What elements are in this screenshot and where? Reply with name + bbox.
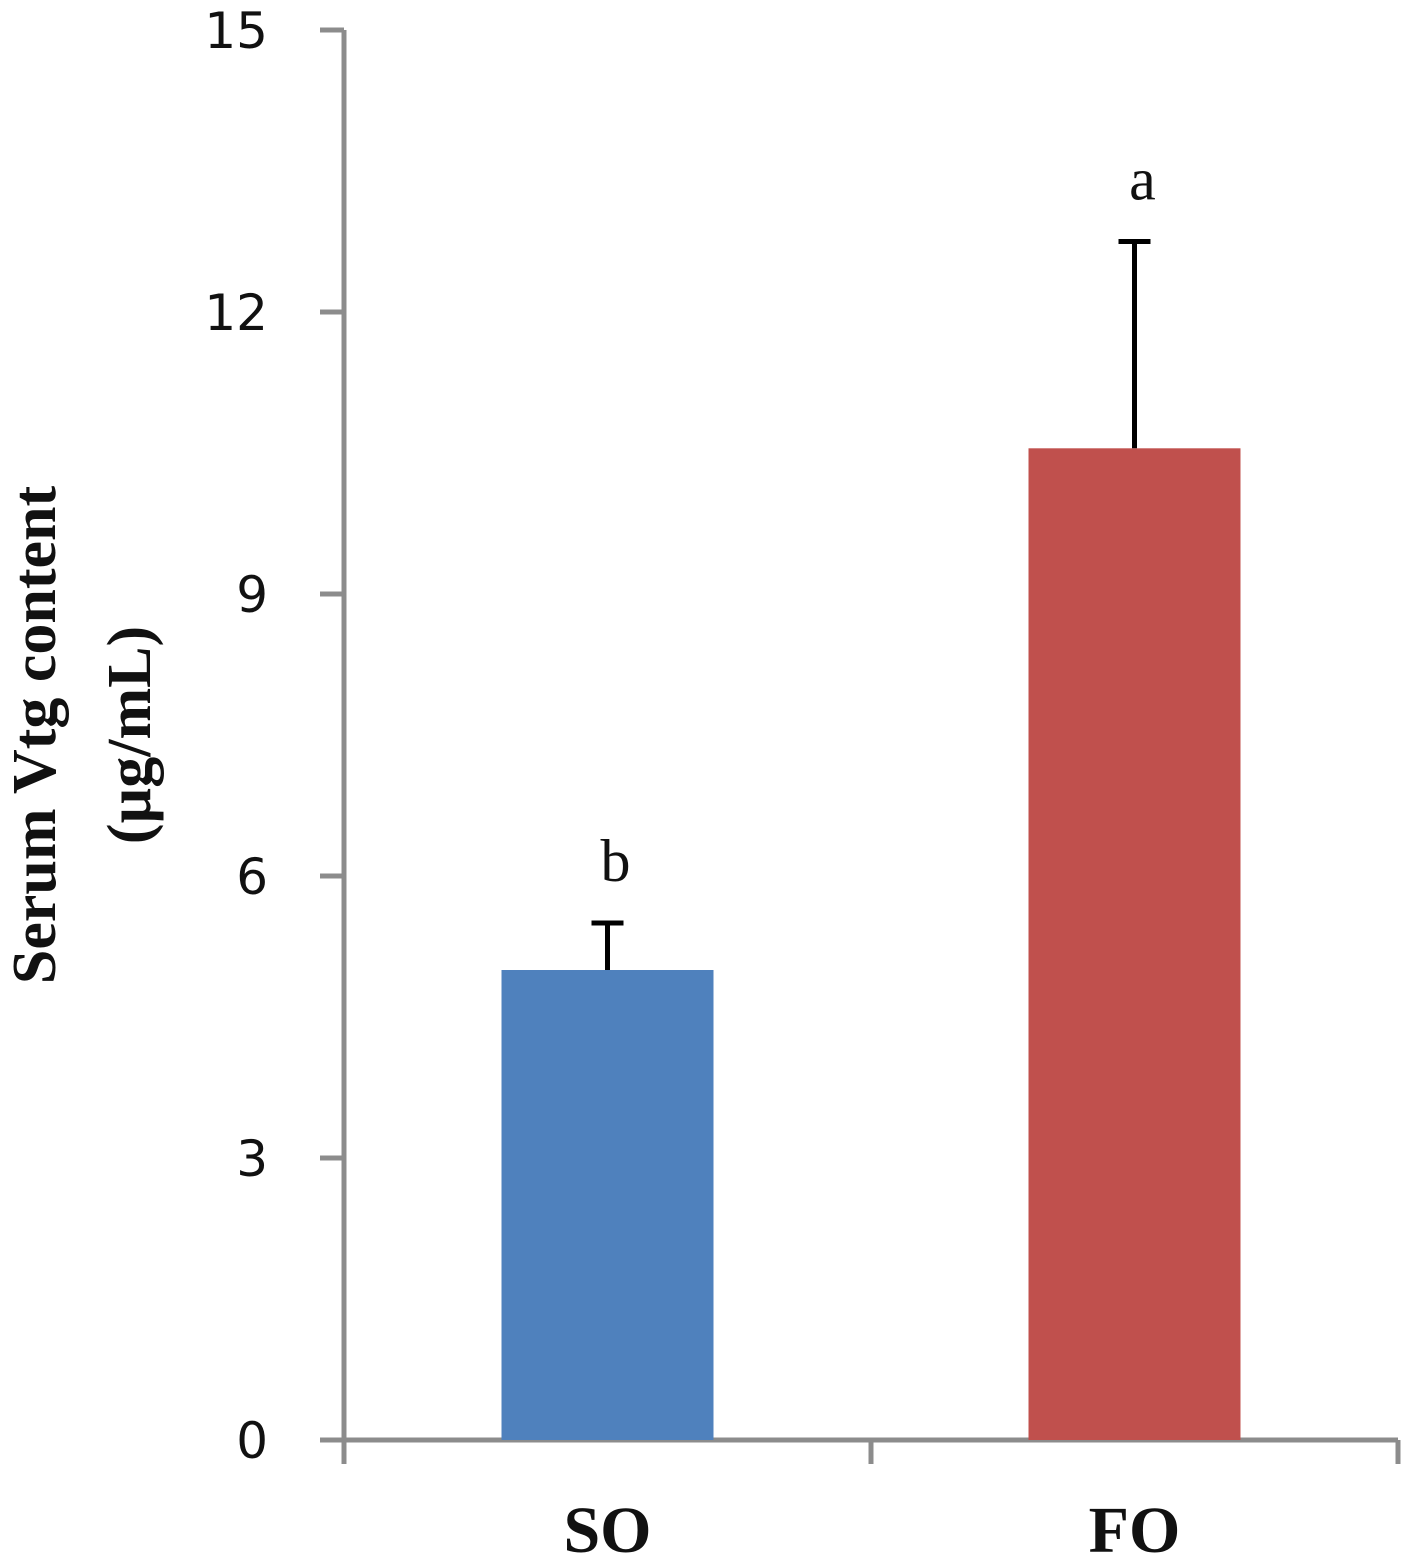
significance-label: a <box>1129 147 1156 213</box>
y-tick-label: 12 <box>204 284 268 342</box>
y-axis-label-line-1: Serum Vtg content <box>1 486 69 985</box>
y-axis-ticks: 0 3 6 9 12 15 <box>204 2 344 1470</box>
x-tick-label: FO <box>1089 1494 1181 1560</box>
x-axis-tick-labels: SO FO <box>563 1494 1180 1560</box>
y-tick-label: 3 <box>236 1130 268 1188</box>
y-tick-label: 15 <box>204 2 268 60</box>
significance-labels: ba <box>601 147 1156 895</box>
error-bars <box>591 239 1151 970</box>
y-tick-label: 6 <box>236 848 268 906</box>
bars <box>501 448 1241 1440</box>
bar-so <box>501 970 714 1440</box>
bar-fo <box>1028 448 1241 1440</box>
y-axis-label: Serum Vtg content (µg/mL) <box>1 486 164 985</box>
y-tick-label: 9 <box>236 566 268 624</box>
significance-label: b <box>601 828 631 894</box>
y-tick-label: 0 <box>236 1412 268 1470</box>
x-tick-label: SO <box>563 1494 651 1560</box>
y-axis-label-line-2: (µg/mL) <box>96 626 164 844</box>
